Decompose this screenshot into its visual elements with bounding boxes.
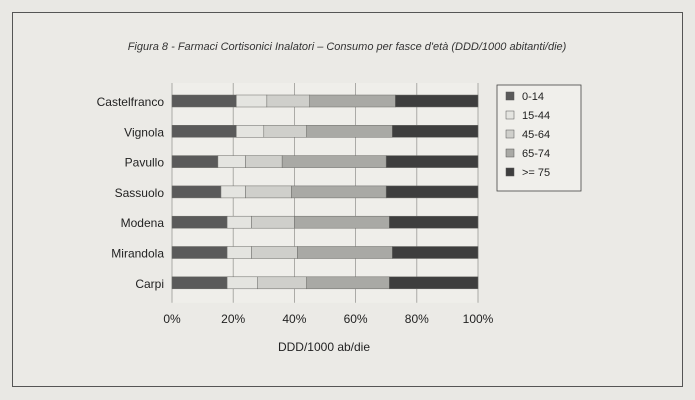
bar-segment <box>171 155 219 168</box>
legend-swatch <box>505 148 515 158</box>
x-tick-label: 20% <box>221 312 245 326</box>
bar-segment <box>226 215 252 229</box>
bar-segment <box>392 125 479 138</box>
bar-segment <box>217 155 246 168</box>
x-tick-label: 0% <box>163 312 181 326</box>
bar-segment <box>226 246 252 259</box>
bar-segment <box>294 215 390 229</box>
chart-svg: Figura 8 - Farmaci Cortisonici Inalatori… <box>97 41 582 354</box>
bar-segment <box>257 276 307 290</box>
legend-label: 0-14 <box>522 91 544 103</box>
bar-segment <box>171 246 228 259</box>
bar-segment <box>392 246 479 259</box>
bar-segment <box>226 276 258 290</box>
bar-segment <box>236 125 265 138</box>
legend-swatch <box>505 167 515 177</box>
bar-segment <box>263 125 307 138</box>
bar-segment <box>291 185 387 199</box>
bar-segment <box>266 94 310 108</box>
bar-segment <box>245 155 283 168</box>
bar-segment <box>297 246 393 259</box>
legend-swatch <box>505 110 515 120</box>
legend-label: 45-64 <box>522 129 550 141</box>
x-tick-labels: 0% 20% 40% 60% 80% 100% <box>163 312 493 326</box>
chart-title: Figura 8 - Farmaci Cortisonici Inalatori… <box>128 41 567 53</box>
bar-segment <box>389 276 479 290</box>
x-tick-label: 80% <box>405 312 429 326</box>
chart-frame: Figura 8 - Farmaci Cortisonici Inalatori… <box>12 12 683 387</box>
bar-segment <box>171 276 228 290</box>
category-label: Mirandola <box>111 247 164 261</box>
x-axis-title: DDD/1000 ab/die <box>278 340 370 354</box>
bar-segment <box>171 125 237 138</box>
legend-label: >= 75 <box>522 167 550 179</box>
legend-label: 15-44 <box>522 110 550 122</box>
bar-segment <box>385 155 479 168</box>
bar-segment <box>171 94 237 108</box>
category-labels: Castelfranco Vignola Pavullo Sassuolo Modena… <box>97 95 165 291</box>
bar-segment <box>385 185 479 199</box>
x-tick-label: 100% <box>463 312 494 326</box>
category-label: Sassuolo <box>115 186 165 200</box>
x-tick-label: 40% <box>282 312 306 326</box>
bar-segment <box>236 94 268 108</box>
bar-segment <box>251 215 295 229</box>
x-tick-label: 60% <box>344 312 368 326</box>
category-label: Vignola <box>124 125 164 139</box>
bar-segment <box>395 94 479 108</box>
bar-segment <box>306 276 390 290</box>
bar-segment <box>171 215 228 229</box>
bar-segment <box>171 185 222 199</box>
bar-segment <box>281 155 387 168</box>
bar-segment <box>251 246 298 259</box>
bar-segment <box>245 185 292 199</box>
bar-segment <box>306 125 393 138</box>
bar-segment <box>309 94 396 108</box>
legend: 0-14 15-44 45-64 65-74 >= 75 <box>496 84 582 192</box>
bars <box>171 94 479 290</box>
category-label: Pavullo <box>125 156 165 170</box>
legend-swatch <box>505 129 515 139</box>
category-label: Modena <box>121 216 165 230</box>
category-label: Castelfranco <box>97 95 165 109</box>
bar-segment <box>220 185 246 199</box>
bar-segment <box>389 215 479 229</box>
legend-label: 65-74 <box>522 148 550 160</box>
legend-swatch <box>505 91 515 101</box>
category-label: Carpi <box>135 277 164 291</box>
